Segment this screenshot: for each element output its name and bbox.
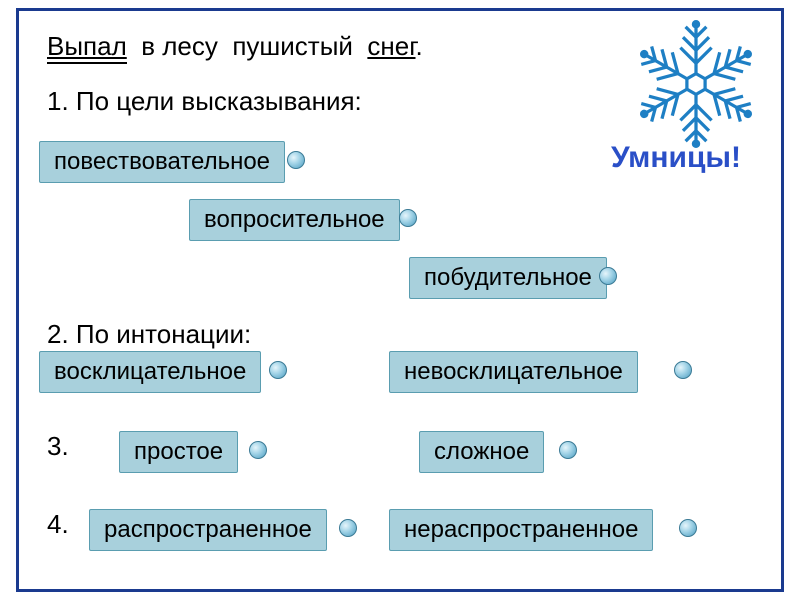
bullet-imperative[interactable] (599, 267, 617, 285)
bullet-nonexclamatory[interactable] (674, 361, 692, 379)
chip-nonextended[interactable]: нераспространенное (389, 509, 653, 551)
bullet-nonextended[interactable] (679, 519, 697, 537)
section-intonation: 2. По интонации: (47, 319, 251, 350)
word-predicate: Выпал (47, 31, 127, 64)
chip-nonexclamatory[interactable]: невосклицательное (389, 351, 638, 393)
praise-text: Умницы! (611, 141, 741, 175)
section-3: 3. (47, 431, 69, 462)
bullet-simple[interactable] (249, 441, 267, 459)
worksheet-frame: Выпал в лесу пушистый снег. 1. По цели в… (16, 8, 784, 592)
word-attribute: пушистый (232, 31, 353, 61)
chip-interrogative[interactable]: вопросительное (189, 199, 400, 241)
bullet-interrogative[interactable] (399, 209, 417, 227)
section-4: 4. (47, 509, 69, 540)
chip-declarative[interactable]: повествовательное (39, 141, 285, 183)
bullet-complex[interactable] (559, 441, 577, 459)
bullet-declarative[interactable] (287, 151, 305, 169)
chip-exclamatory[interactable]: восклицательное (39, 351, 261, 393)
chip-extended[interactable]: распространенное (89, 509, 327, 551)
word-adverbial: в лесу (141, 31, 218, 61)
word-subject: снег (367, 31, 415, 61)
chip-imperative[interactable]: побудительное (409, 257, 607, 299)
snowflake-icon (631, 19, 761, 149)
chip-complex[interactable]: сложное (419, 431, 544, 473)
bullet-extended[interactable] (339, 519, 357, 537)
chip-simple[interactable]: простое (119, 431, 238, 473)
bullet-exclamatory[interactable] (269, 361, 287, 379)
